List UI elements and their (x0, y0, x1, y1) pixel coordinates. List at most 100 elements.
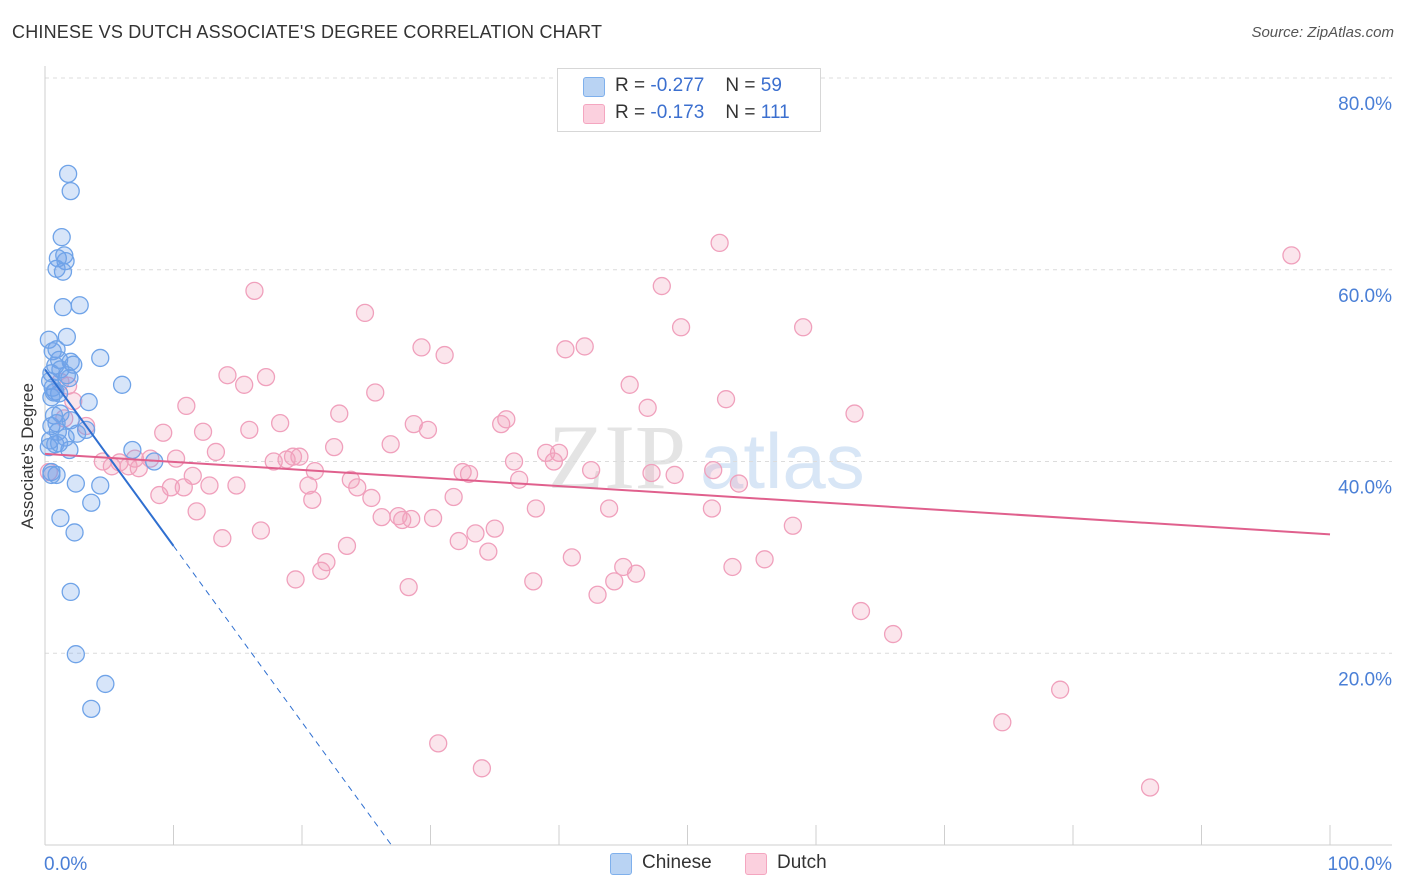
dutch-point (581, 460, 601, 480)
dutch-point (444, 487, 463, 507)
dutch-point (544, 452, 564, 471)
dutch-point (599, 499, 619, 518)
dutch-point (337, 536, 357, 556)
chinese-point (67, 424, 87, 443)
dutch-point (283, 447, 303, 466)
chinese-point (51, 508, 70, 528)
chinese-n-value: 59 (760, 75, 782, 96)
dutch-point (526, 499, 546, 518)
x-tick-label: 0.0% (44, 854, 87, 875)
dutch-point (588, 585, 607, 604)
dutch-point (381, 435, 400, 454)
dutch-point (218, 366, 237, 385)
dutch-point (504, 452, 524, 471)
chart-title: CHINESE VS DUTCH ASSOCIATE'S DEGREE CORR… (12, 22, 603, 42)
chinese-point (52, 228, 71, 247)
dutch-point (154, 423, 173, 442)
chinese-point (42, 364, 61, 383)
chinese-point (96, 674, 115, 694)
chinese-point (58, 164, 78, 184)
dutch-point (497, 410, 516, 429)
chinese-point (61, 181, 80, 201)
chinese-point (42, 465, 61, 485)
chinese-point (65, 523, 84, 542)
chinese-legend-swatch (610, 853, 632, 875)
dutch-point (1140, 778, 1160, 797)
dutch-point (251, 521, 271, 540)
dutch-point (355, 303, 375, 323)
dutch-point (556, 340, 575, 359)
dutch-point (755, 550, 774, 569)
dutch-point (418, 420, 438, 440)
dutch-point (213, 529, 232, 548)
dutch-point (402, 509, 421, 529)
chinese-r-label: R = (615, 75, 646, 96)
dutch-point (324, 437, 344, 457)
dutch-point (510, 470, 529, 489)
dutch-point (183, 466, 202, 486)
chinese-point (91, 476, 110, 495)
tick-labels: 20.0% 40.0% 60.0% 80.0% 0.0% 100.0% (44, 94, 1392, 875)
dutch-point (362, 488, 381, 508)
dutch-trend-line (44, 452, 1331, 536)
chinese-point (66, 645, 85, 664)
chinese-point (61, 582, 80, 602)
dutch-point (177, 396, 196, 416)
y-tick-label: 20.0% (1338, 669, 1392, 690)
dutch-point (704, 460, 723, 480)
dutch-point (290, 447, 309, 466)
dutch-point (783, 516, 803, 535)
dutch-point (412, 338, 431, 357)
dutch-point (702, 499, 722, 518)
dutch-point (348, 478, 367, 497)
dutch-n-value: 111 (760, 102, 790, 123)
chinese-n-label: N = (725, 75, 756, 96)
dutch-point (399, 577, 418, 597)
chinese-point (53, 297, 73, 317)
y-tick-label: 60.0% (1338, 286, 1392, 307)
watermark-zip: ZIP (548, 406, 686, 508)
dutch-point (429, 734, 448, 753)
gridlines (45, 77, 1392, 654)
dutch-point (883, 624, 903, 644)
chinese-point (47, 465, 66, 485)
dutch-point (642, 463, 661, 483)
dutch-point (485, 519, 504, 538)
dutch-point (665, 465, 684, 485)
data-points (39, 164, 1301, 797)
dutch-point (794, 318, 813, 337)
chinese-point (60, 368, 79, 388)
dutch-point (200, 476, 219, 495)
dutch-point (271, 413, 290, 433)
dutch-legend-swatch (745, 853, 767, 875)
dutch-point (286, 570, 305, 589)
dutch-point (245, 281, 264, 300)
chinese-point (42, 388, 61, 407)
dutch-point (166, 449, 186, 468)
dutch-point (227, 476, 246, 495)
dutch-point (193, 422, 213, 441)
dutch-point (312, 561, 331, 580)
chinese-point (91, 348, 110, 368)
dutch-point (729, 474, 749, 493)
trend-lines (44, 368, 1331, 847)
dutch-point (549, 443, 569, 463)
chinese-point (82, 699, 101, 719)
dutch-point (449, 531, 468, 551)
dutch-point (472, 759, 492, 778)
source-label: Source: ZipAtlas.com (1251, 24, 1394, 41)
dutch-point (466, 524, 485, 543)
y-axis-label: Associate's Degree (18, 383, 37, 529)
dutch-point (240, 420, 259, 440)
chinese-swatch (583, 77, 605, 97)
chinese-point (112, 375, 132, 394)
dutch-point (256, 367, 276, 387)
x-tick-label: 100.0% (1328, 854, 1393, 875)
axes (44, 66, 1392, 846)
chinese-point (39, 437, 59, 457)
chinese-point (57, 366, 76, 385)
y-tick-label: 40.0% (1338, 478, 1392, 499)
chinese-point (123, 440, 142, 460)
dutch-point (187, 502, 206, 521)
